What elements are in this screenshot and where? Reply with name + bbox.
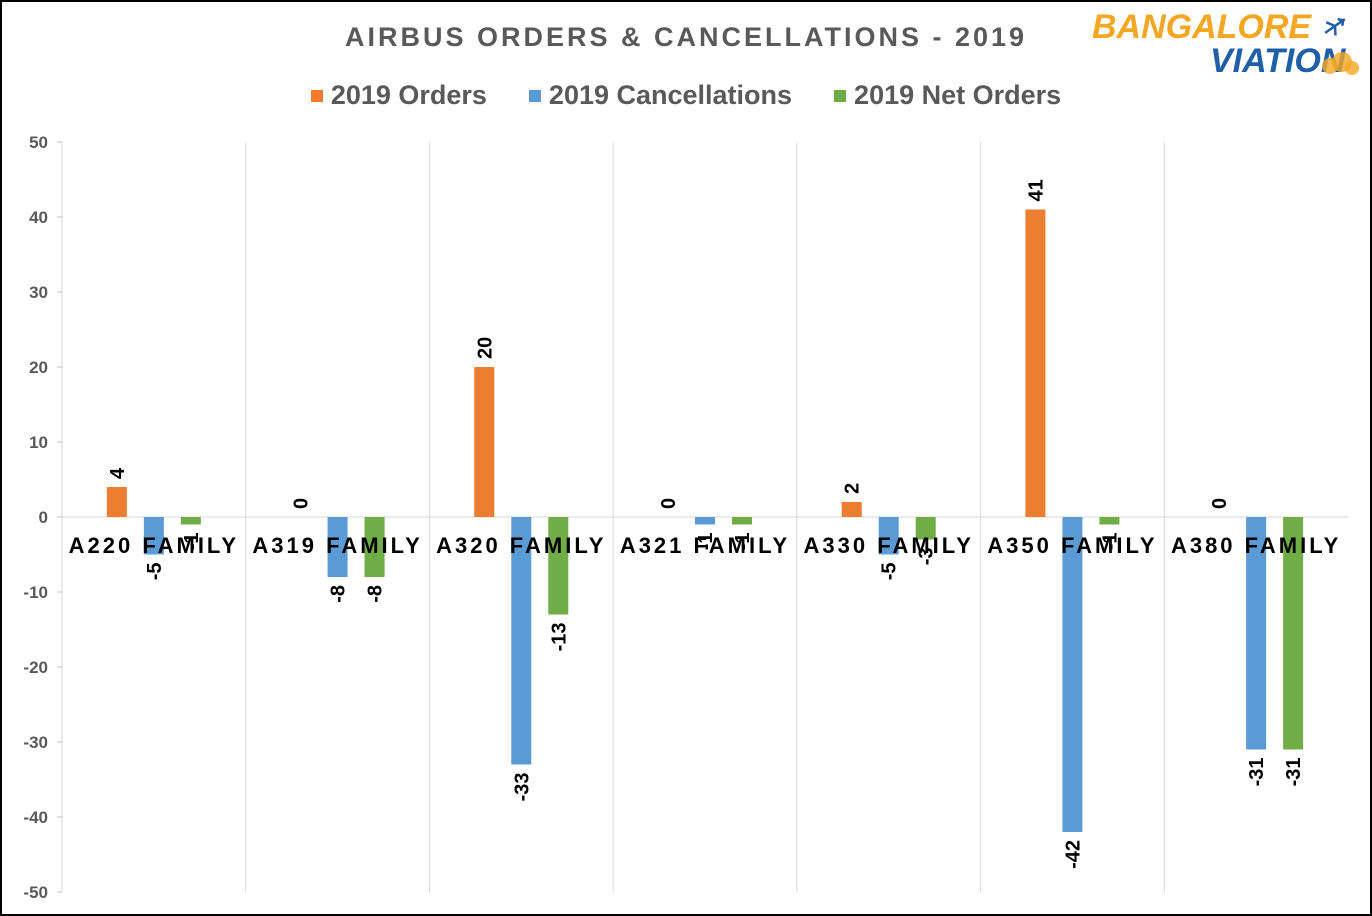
- data-label: 41: [1025, 179, 1047, 201]
- legend-swatch-net-orders: [834, 89, 847, 102]
- y-tick-label: 30: [29, 283, 48, 302]
- data-label: -31: [1283, 758, 1305, 787]
- logo-text-line1: BANGALORE: [1092, 8, 1312, 46]
- legend-swatch-cancellations: [528, 89, 541, 102]
- data-label: -8: [328, 585, 350, 603]
- x-category-label: A321 FAMILY: [620, 533, 790, 558]
- bar: [511, 517, 532, 765]
- bar: [548, 517, 569, 615]
- bar: [841, 502, 862, 517]
- chart-title: AIRBUS ORDERS & CANCELLATIONS - 2019: [344, 22, 1028, 52]
- cloud-icon: [1322, 52, 1359, 75]
- legend-item-orders: 2019 Orders: [310, 80, 487, 111]
- bar: [1099, 517, 1120, 525]
- legend-item-cancellations: 2019 Cancellations: [528, 80, 793, 111]
- bar: [732, 517, 752, 525]
- x-category-label: A220 FAMILY: [69, 533, 239, 558]
- data-label: -3: [916, 548, 938, 566]
- bar: [327, 517, 348, 577]
- y-tick-label: 40: [29, 208, 48, 227]
- data-label: -42: [1062, 840, 1084, 869]
- data-label: 4: [107, 467, 129, 479]
- legend-label-cancellations: 2019 Cancellations: [548, 80, 793, 110]
- data-label: 20: [474, 337, 496, 359]
- legend: 2019 Orders 2019 Cancellations 2019 Net …: [0, 80, 1372, 111]
- bar: [180, 517, 201, 525]
- airplane-icon: [1324, 18, 1346, 36]
- data-label: -5: [879, 563, 901, 581]
- data-label: -31: [1246, 758, 1268, 787]
- legend-label-orders: 2019 Orders: [330, 80, 487, 110]
- bar: [915, 517, 936, 540]
- bar: [106, 487, 127, 517]
- data-label: -1: [732, 533, 754, 551]
- data-label: 0: [291, 498, 313, 509]
- data-label: 2: [842, 483, 864, 494]
- data-label: -1: [1099, 533, 1121, 551]
- bangalore-aviation-logo: BANGALORE VIATION: [1092, 8, 1359, 80]
- y-tick-label: 20: [29, 358, 48, 377]
- data-label: -33: [511, 773, 533, 802]
- y-tick-label: 0: [39, 508, 48, 527]
- bar: [364, 517, 385, 577]
- y-tick-label: -30: [23, 733, 48, 752]
- bar: [1246, 517, 1267, 750]
- bar: [143, 517, 164, 555]
- x-category-label: A350 FAMILY: [987, 533, 1157, 558]
- x-category-label: A380 FAMILY: [1171, 533, 1341, 558]
- y-tick-label: -20: [23, 658, 48, 677]
- bar: [1025, 209, 1046, 517]
- bar: [1062, 517, 1083, 832]
- legend-swatch-orders: [310, 89, 323, 102]
- bar: [695, 517, 715, 525]
- y-tick-label: 10: [29, 433, 48, 452]
- y-tick-label: -50: [23, 883, 48, 902]
- bar: [1283, 517, 1304, 750]
- data-label: 0: [1209, 498, 1231, 509]
- y-tick-label: -40: [23, 808, 48, 827]
- y-tick-label: -10: [23, 583, 48, 602]
- legend-item-net-orders: 2019 Net Orders: [834, 80, 1061, 111]
- legend-label-net-orders: 2019 Net Orders: [854, 80, 1062, 110]
- bar: [474, 367, 495, 517]
- data-label: -1: [695, 533, 717, 551]
- y-tick-label: 50: [29, 133, 48, 152]
- data-label: -1: [181, 533, 203, 551]
- data-label: 0: [658, 498, 680, 509]
- x-category-label: A319 FAMILY: [252, 533, 422, 558]
- data-label: -8: [365, 585, 387, 603]
- data-label: -5: [144, 563, 166, 581]
- x-category-label: A330 FAMILY: [804, 533, 974, 558]
- bar: [878, 517, 899, 555]
- data-label: -13: [548, 623, 570, 652]
- x-category-label: A320 FAMILY: [436, 533, 606, 558]
